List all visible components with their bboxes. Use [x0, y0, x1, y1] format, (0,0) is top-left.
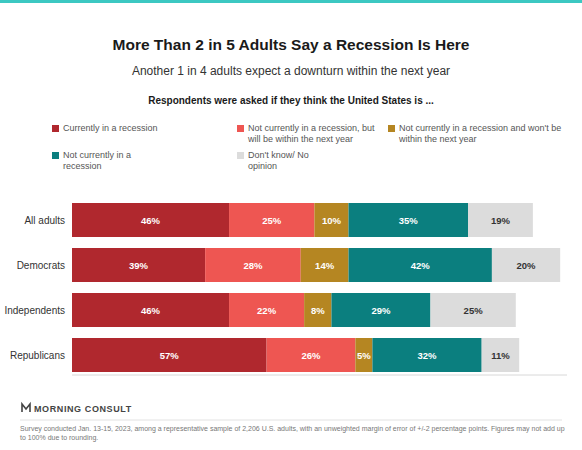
- bar-segment: [349, 203, 468, 237]
- category-label: Republicans: [10, 350, 65, 361]
- bar-segment: [482, 338, 520, 372]
- bar-segment: [355, 338, 372, 372]
- bar-segment: [314, 203, 348, 237]
- subtitle: Another 1 in 4 adults expect a downturn …: [132, 64, 450, 78]
- data-label: 11%: [491, 350, 510, 361]
- bar-segment: [229, 203, 314, 237]
- data-labels: 46% 25% 10% 35% 19% 39% 28% 14% 42% 20% 46% 22% 8% 29…: [129, 215, 536, 361]
- logo-text: MORNING CONSULT: [34, 404, 132, 414]
- category-label: Independents: [4, 305, 65, 316]
- bar-segment: [331, 293, 430, 327]
- data-label: 8%: [311, 305, 325, 316]
- data-label: 22%: [257, 305, 277, 316]
- data-label: 57%: [160, 350, 180, 361]
- bar-segment: [72, 293, 229, 327]
- data-label: 39%: [129, 260, 149, 271]
- footer-rule: [20, 420, 562, 421]
- data-label: 10%: [322, 215, 342, 226]
- bar-segment: [468, 203, 533, 237]
- bar-segment: [301, 248, 349, 282]
- bar-segment: [349, 248, 492, 282]
- data-label: 14%: [315, 260, 335, 271]
- bar-segment: [72, 338, 267, 372]
- bar-segment: [304, 293, 331, 327]
- data-label: 28%: [243, 260, 263, 271]
- data-label: 29%: [371, 305, 391, 316]
- legend-label: Not currently in a recession and won't b…: [399, 123, 564, 145]
- legend-label: Don't know/ No opinion: [248, 150, 310, 172]
- bar-segment: [372, 338, 481, 372]
- data-label: 46%: [141, 305, 161, 316]
- bar-segment: [267, 338, 356, 372]
- data-label: 26%: [301, 350, 321, 361]
- bar-segment: [205, 248, 301, 282]
- data-label: 19%: [491, 215, 511, 226]
- data-label: 35%: [399, 215, 419, 226]
- data-label: 32%: [418, 350, 438, 361]
- data-label: 46%: [141, 215, 161, 226]
- bars: [72, 203, 560, 372]
- note: Survey conducted Jan. 13-15, 2023, among…: [20, 424, 568, 442]
- legend-swatch: [388, 125, 395, 132]
- category-label: Democrats: [17, 260, 65, 271]
- legend-swatch: [237, 125, 244, 132]
- data-label: 5%: [357, 350, 371, 361]
- bar-segment: [72, 203, 229, 237]
- legend-swatch: [237, 152, 244, 159]
- category-label: All adults: [24, 215, 65, 226]
- bar-segment: [430, 293, 515, 327]
- legend-label: Not currently in a recession, but will b…: [248, 123, 388, 145]
- data-label: 42%: [411, 260, 431, 271]
- bar-segment: [229, 293, 304, 327]
- legend-label: Not currently in a recession: [63, 150, 133, 172]
- logo-icon: [22, 404, 30, 412]
- chart: More Than 2 in 5 Adults Say a Recession …: [0, 0, 582, 450]
- axis-line: [72, 375, 567, 376]
- logo: MORNING CONSULT: [22, 404, 132, 414]
- legend-swatch: [52, 152, 59, 159]
- legend-label: Currently in a recession: [63, 123, 203, 134]
- data-label: 25%: [464, 305, 484, 316]
- legend-swatch: [52, 125, 59, 132]
- title: More Than 2 in 5 Adults Say a Recession …: [113, 36, 470, 53]
- data-label: 20%: [517, 260, 537, 271]
- bar-segment: [72, 248, 205, 282]
- top-border: [0, 0, 582, 3]
- data-label: 25%: [262, 215, 282, 226]
- question: Respondents were asked if they think the…: [148, 95, 434, 106]
- bar-segment: [492, 248, 560, 282]
